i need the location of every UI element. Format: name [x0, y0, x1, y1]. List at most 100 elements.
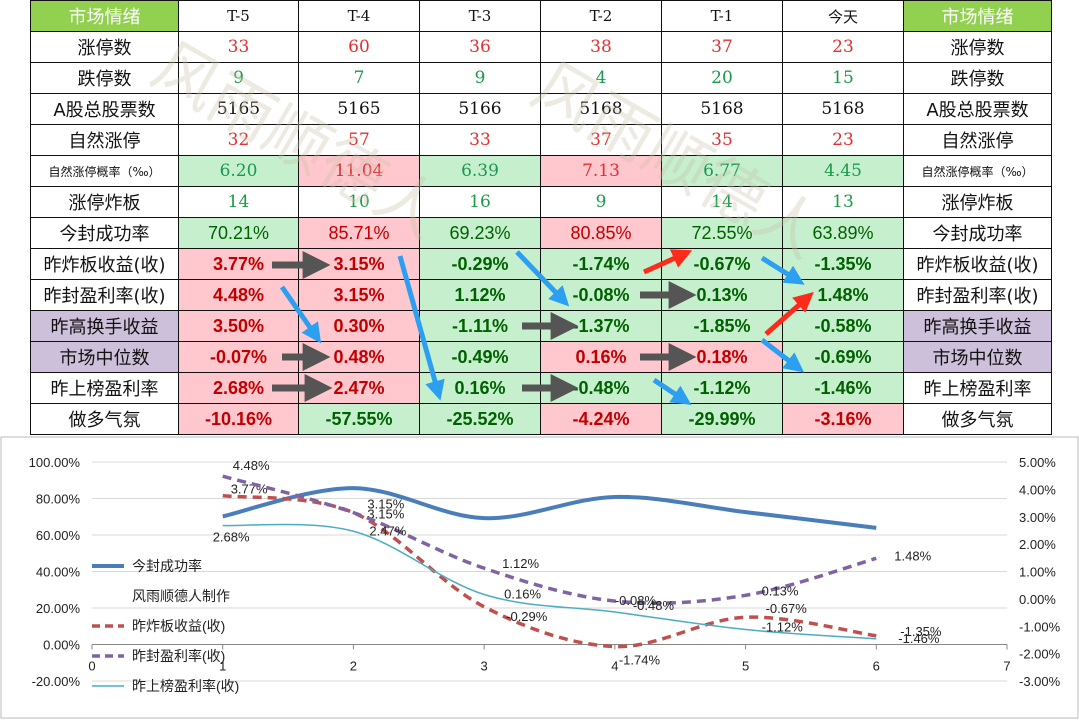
y-right-tick-label: -3.00% — [1019, 674, 1061, 689]
table-row: A股总股票数 5165 5165 5166 5168 5168 5168 A股总股票数 — [30, 93, 1052, 125]
row-label-left: 自然涨停 — [30, 124, 179, 156]
value-cell: 0.16% — [540, 341, 662, 373]
value-cell: 4.48% — [178, 279, 299, 311]
value-cell: 15 — [782, 62, 904, 94]
value-cell: 4 — [540, 62, 662, 94]
value-cell: -29.99% — [661, 403, 783, 435]
y-right-tick-label: 2.00% — [1019, 537, 1056, 552]
row-label-right: 涨停数 — [903, 31, 1052, 63]
header-label-right: 市场情绪 — [903, 0, 1052, 32]
row-label-right: 市场中位数 — [903, 341, 1052, 373]
value-cell: 3.15% — [298, 279, 420, 311]
x-tick-label: 2 — [350, 659, 357, 674]
y-left-tick-label: 40.00% — [36, 565, 81, 580]
y-right-tick-label: 5.00% — [1019, 455, 1056, 470]
value-cell: -25.52% — [419, 403, 541, 435]
table-row: 昨上榜盈利率 2.68% 2.47% 0.16% -0.48% -1.12% -1.46% 昨… — [30, 372, 1052, 404]
table-row: 自然涨停概率（‰） 6.20 11.04 6.39 7.13 6.77 4.45 自然涨停概率… — [30, 155, 1052, 187]
legend-label: 昨上榜盈利率(收) — [132, 678, 239, 694]
value-cell: -3.16% — [782, 403, 904, 435]
value-cell: 80.85% — [540, 217, 662, 249]
row-label-left: 今封成功率 — [30, 217, 179, 249]
table-row: 昨高换手收益 3.50% 0.30% -1.11% -1.37% -1.85% -0.58%… — [30, 310, 1052, 342]
y-right-tick-label: -2.00% — [1019, 647, 1061, 662]
value-cell: 7 — [298, 62, 420, 94]
value-cell: 0.16% — [419, 372, 541, 404]
table-row: 昨炸板收益(收) 3.77% 3.15% -0.29% -1.74% -0.67% -1.3… — [30, 248, 1052, 280]
row-label-right: 自然涨停概率（‰） — [903, 155, 1052, 187]
value-cell: -0.49% — [419, 341, 541, 373]
legend-label: 昨封盈利率(收) — [132, 648, 225, 664]
value-cell: -4.24% — [540, 403, 662, 435]
x-tick-label: 3 — [481, 659, 488, 674]
row-label-left: 自然涨停概率（‰） — [30, 155, 179, 187]
value-cell: 36 — [419, 31, 541, 63]
row-label-left: 涨停炸板 — [30, 186, 179, 218]
table-row: 做多气氛 -10.16% -57.55% -25.52% -4.24% -29.99% -3… — [30, 403, 1052, 435]
value-cell: 72.55% — [661, 217, 783, 249]
value-cell: 37 — [540, 124, 662, 156]
y-right-tick-label: -1.00% — [1019, 619, 1061, 634]
header-day-0: T-5 — [178, 0, 299, 32]
value-cell: 11.04 — [298, 155, 420, 187]
value-cell: 70.21% — [178, 217, 299, 249]
data-label: 1.48% — [894, 548, 931, 563]
value-cell: 2.68% — [178, 372, 299, 404]
table-row: 市场中位数 -0.07% 0.48% -0.49% 0.16% 0.18% -0.69% 市场… — [30, 341, 1052, 373]
value-cell: -1.35% — [782, 248, 904, 280]
table-row: 今封成功率 70.21% 85.71% 69.23% 80.85% 72.55% 63.89… — [30, 217, 1052, 249]
value-cell: 5166 — [419, 93, 541, 125]
row-label-left: 涨停数 — [30, 31, 179, 63]
value-cell: -0.48% — [540, 372, 662, 404]
value-cell: -10.16% — [178, 403, 299, 435]
value-cell: 0.13% — [661, 279, 783, 311]
y-right-tick-label: 0.00% — [1019, 592, 1056, 607]
value-cell: -1.74% — [540, 248, 662, 280]
value-cell: 85.71% — [298, 217, 420, 249]
value-cell: 60 — [298, 31, 420, 63]
value-cell: 6.77 — [661, 155, 783, 187]
series-line — [222, 474, 877, 605]
value-cell: 0.48% — [298, 341, 420, 373]
value-cell: 1.12% — [419, 279, 541, 311]
value-cell: 5168 — [661, 93, 783, 125]
row-label-right: 做多气氛 — [903, 403, 1052, 435]
value-cell: 23 — [782, 31, 904, 63]
value-cell: 10 — [298, 186, 420, 218]
value-cell: 3.15% — [298, 248, 420, 280]
legend-note: 风雨顺德人制作 — [132, 588, 230, 604]
table-row: 涨停数 33 60 36 38 37 23 涨停数 — [30, 31, 1052, 63]
table-row: 自然涨停 32 57 33 37 35 23 自然涨停 — [30, 124, 1052, 156]
row-label-right: 昨高换手收益 — [903, 310, 1052, 342]
row-label-left: 昨炸板收益(收) — [30, 248, 179, 280]
data-label: 3.77% — [231, 482, 268, 497]
value-cell: 16 — [419, 186, 541, 218]
data-label: 2.68% — [213, 530, 250, 545]
y-right-tick-label: 4.00% — [1019, 482, 1056, 497]
value-cell: 9 — [540, 186, 662, 218]
value-cell: 9 — [178, 62, 299, 94]
row-label-left: 昨封盈利率(收) — [30, 279, 179, 311]
header-row: 市场情绪 T-5 T-4 T-3 T-2 T-1 今天 市场情绪 — [30, 0, 1052, 32]
line-chart: -20.00% 0.00% 20.00% 40.00% 60.00% 80.00% 100.… — [0, 436, 1079, 719]
data-label: 2.47% — [369, 523, 406, 538]
y-left-tick-label: 60.00% — [36, 528, 81, 543]
value-cell: -1.46% — [782, 372, 904, 404]
value-cell: 38 — [540, 31, 662, 63]
table-row: 涨停炸板 14 10 16 9 14 13 涨停炸板 — [30, 186, 1052, 218]
data-label: -1.74% — [619, 653, 661, 668]
value-cell: 33 — [178, 31, 299, 63]
series-line — [222, 523, 877, 640]
table-row: 昨封盈利率(收) 4.48% 3.15% 1.12% -0.08% 0.13% 1.48% 昨… — [30, 279, 1052, 311]
header-label-left: 市场情绪 — [30, 0, 179, 32]
chart-svg: -20.00%0.00%20.00%40.00%60.00%80.00%100.… — [0, 436, 1079, 719]
value-cell: 0.18% — [661, 341, 783, 373]
data-label: -0.48% — [633, 598, 675, 613]
value-cell: 4.45 — [782, 155, 904, 187]
y-left-tick-label: 80.00% — [36, 492, 81, 507]
value-cell: 3.77% — [178, 248, 299, 280]
value-cell: -1.12% — [661, 372, 783, 404]
value-cell: 0.30% — [298, 310, 420, 342]
value-cell: 6.20 — [178, 155, 299, 187]
value-cell: 5168 — [782, 93, 904, 125]
